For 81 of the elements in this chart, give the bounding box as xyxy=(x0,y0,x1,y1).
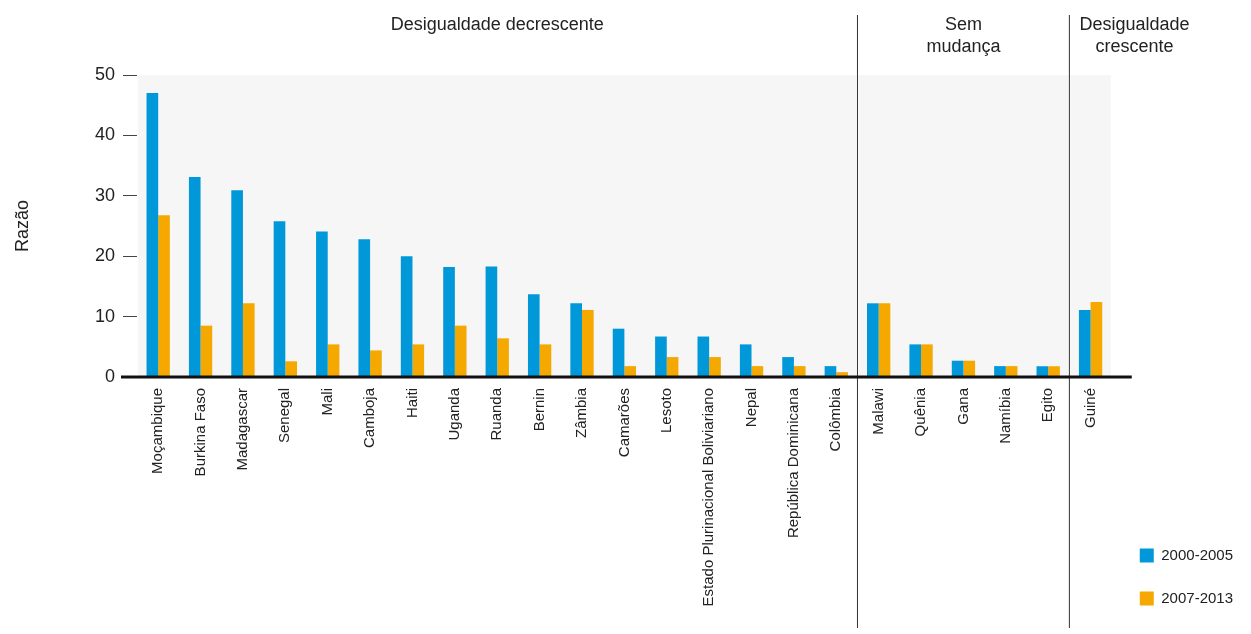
bar xyxy=(316,231,328,377)
bar xyxy=(1078,309,1091,377)
band-label: Sem mudança xyxy=(926,13,1002,56)
bar xyxy=(570,303,582,377)
x-tick-label: Estado Plurinacional Boliviariano xyxy=(699,388,717,607)
bar xyxy=(666,357,679,377)
bar xyxy=(188,177,201,377)
x-tick-label: Namíbia xyxy=(995,387,1013,444)
x-tick-label: Camarões xyxy=(614,388,632,458)
bar xyxy=(242,303,255,377)
x-tick-label: Zâmbia xyxy=(572,387,590,439)
bar xyxy=(994,366,1006,377)
bar xyxy=(709,357,721,377)
y-tick-label: 10 xyxy=(94,305,115,326)
bar xyxy=(497,338,509,377)
x-tick-label: Bernin xyxy=(529,388,547,432)
y-tick-label: 40 xyxy=(94,124,115,145)
bar xyxy=(697,336,710,377)
bar xyxy=(443,267,455,377)
bar xyxy=(963,360,976,377)
bar xyxy=(285,361,297,377)
bar xyxy=(782,357,794,377)
bar xyxy=(1005,366,1018,377)
bar xyxy=(327,344,340,377)
legend-label: 2007-2013 xyxy=(1161,588,1233,606)
x-tick-label: Burkina Faso xyxy=(190,388,208,477)
bar xyxy=(273,221,286,377)
bar xyxy=(1048,366,1060,377)
x-tick-label: Lesoto xyxy=(656,388,674,434)
x-tick-label: Madagascar xyxy=(233,388,251,471)
bar xyxy=(200,325,213,377)
y-tick-label: 0 xyxy=(104,365,115,386)
y-tick-label: 30 xyxy=(94,184,115,205)
x-tick-label: Egito xyxy=(1038,388,1056,423)
bar xyxy=(158,215,170,377)
y-axis-title: Razão xyxy=(11,199,32,253)
bar xyxy=(527,294,540,377)
bar xyxy=(793,366,806,377)
bar xyxy=(951,360,964,377)
bar xyxy=(824,366,837,377)
bar xyxy=(231,190,243,377)
x-tick-label: Uganda xyxy=(445,387,462,441)
band-label: Desigualdade crescente xyxy=(1079,13,1190,56)
bar xyxy=(400,256,413,377)
x-tick-label: Ruanda xyxy=(487,387,505,441)
bar xyxy=(739,344,752,377)
x-tick-label: Haiti xyxy=(402,388,420,419)
bar xyxy=(836,372,848,377)
bar xyxy=(1036,366,1049,377)
y-tick-label: 50 xyxy=(94,63,115,84)
bar xyxy=(1090,302,1103,377)
x-tick-label: Mali xyxy=(317,388,335,416)
band-label: Desigualdade decrescente xyxy=(390,13,604,34)
bar xyxy=(539,344,552,377)
x-tick-label: Quênia xyxy=(911,387,929,437)
x-tick-label: Gana xyxy=(953,387,971,425)
bar xyxy=(370,350,382,377)
bar xyxy=(412,344,425,377)
bar xyxy=(358,239,371,377)
bar xyxy=(878,303,891,377)
bar xyxy=(612,328,625,377)
bar xyxy=(867,303,879,377)
bar xyxy=(485,266,498,377)
bar xyxy=(921,344,933,377)
bar xyxy=(751,366,764,377)
bar xyxy=(909,344,922,377)
x-tick-label: Nepal xyxy=(741,388,759,428)
x-tick-label: Moçambique xyxy=(148,388,166,474)
bar xyxy=(655,336,667,377)
bar xyxy=(582,309,594,377)
bar xyxy=(146,93,159,377)
x-tick-label: Malawi xyxy=(868,388,886,435)
y-tick-label: 20 xyxy=(94,245,115,266)
bar xyxy=(454,325,467,377)
x-tick-label: Colômbia xyxy=(826,387,844,452)
bar xyxy=(624,366,637,377)
x-tick-label: Guiné xyxy=(1080,388,1098,429)
x-tick-label: República Dominicana xyxy=(784,387,802,539)
x-tick-label: Camboja xyxy=(360,387,378,449)
x-tick-label: Senegal xyxy=(275,388,293,444)
legend-label: 2000-2005 xyxy=(1161,545,1233,563)
